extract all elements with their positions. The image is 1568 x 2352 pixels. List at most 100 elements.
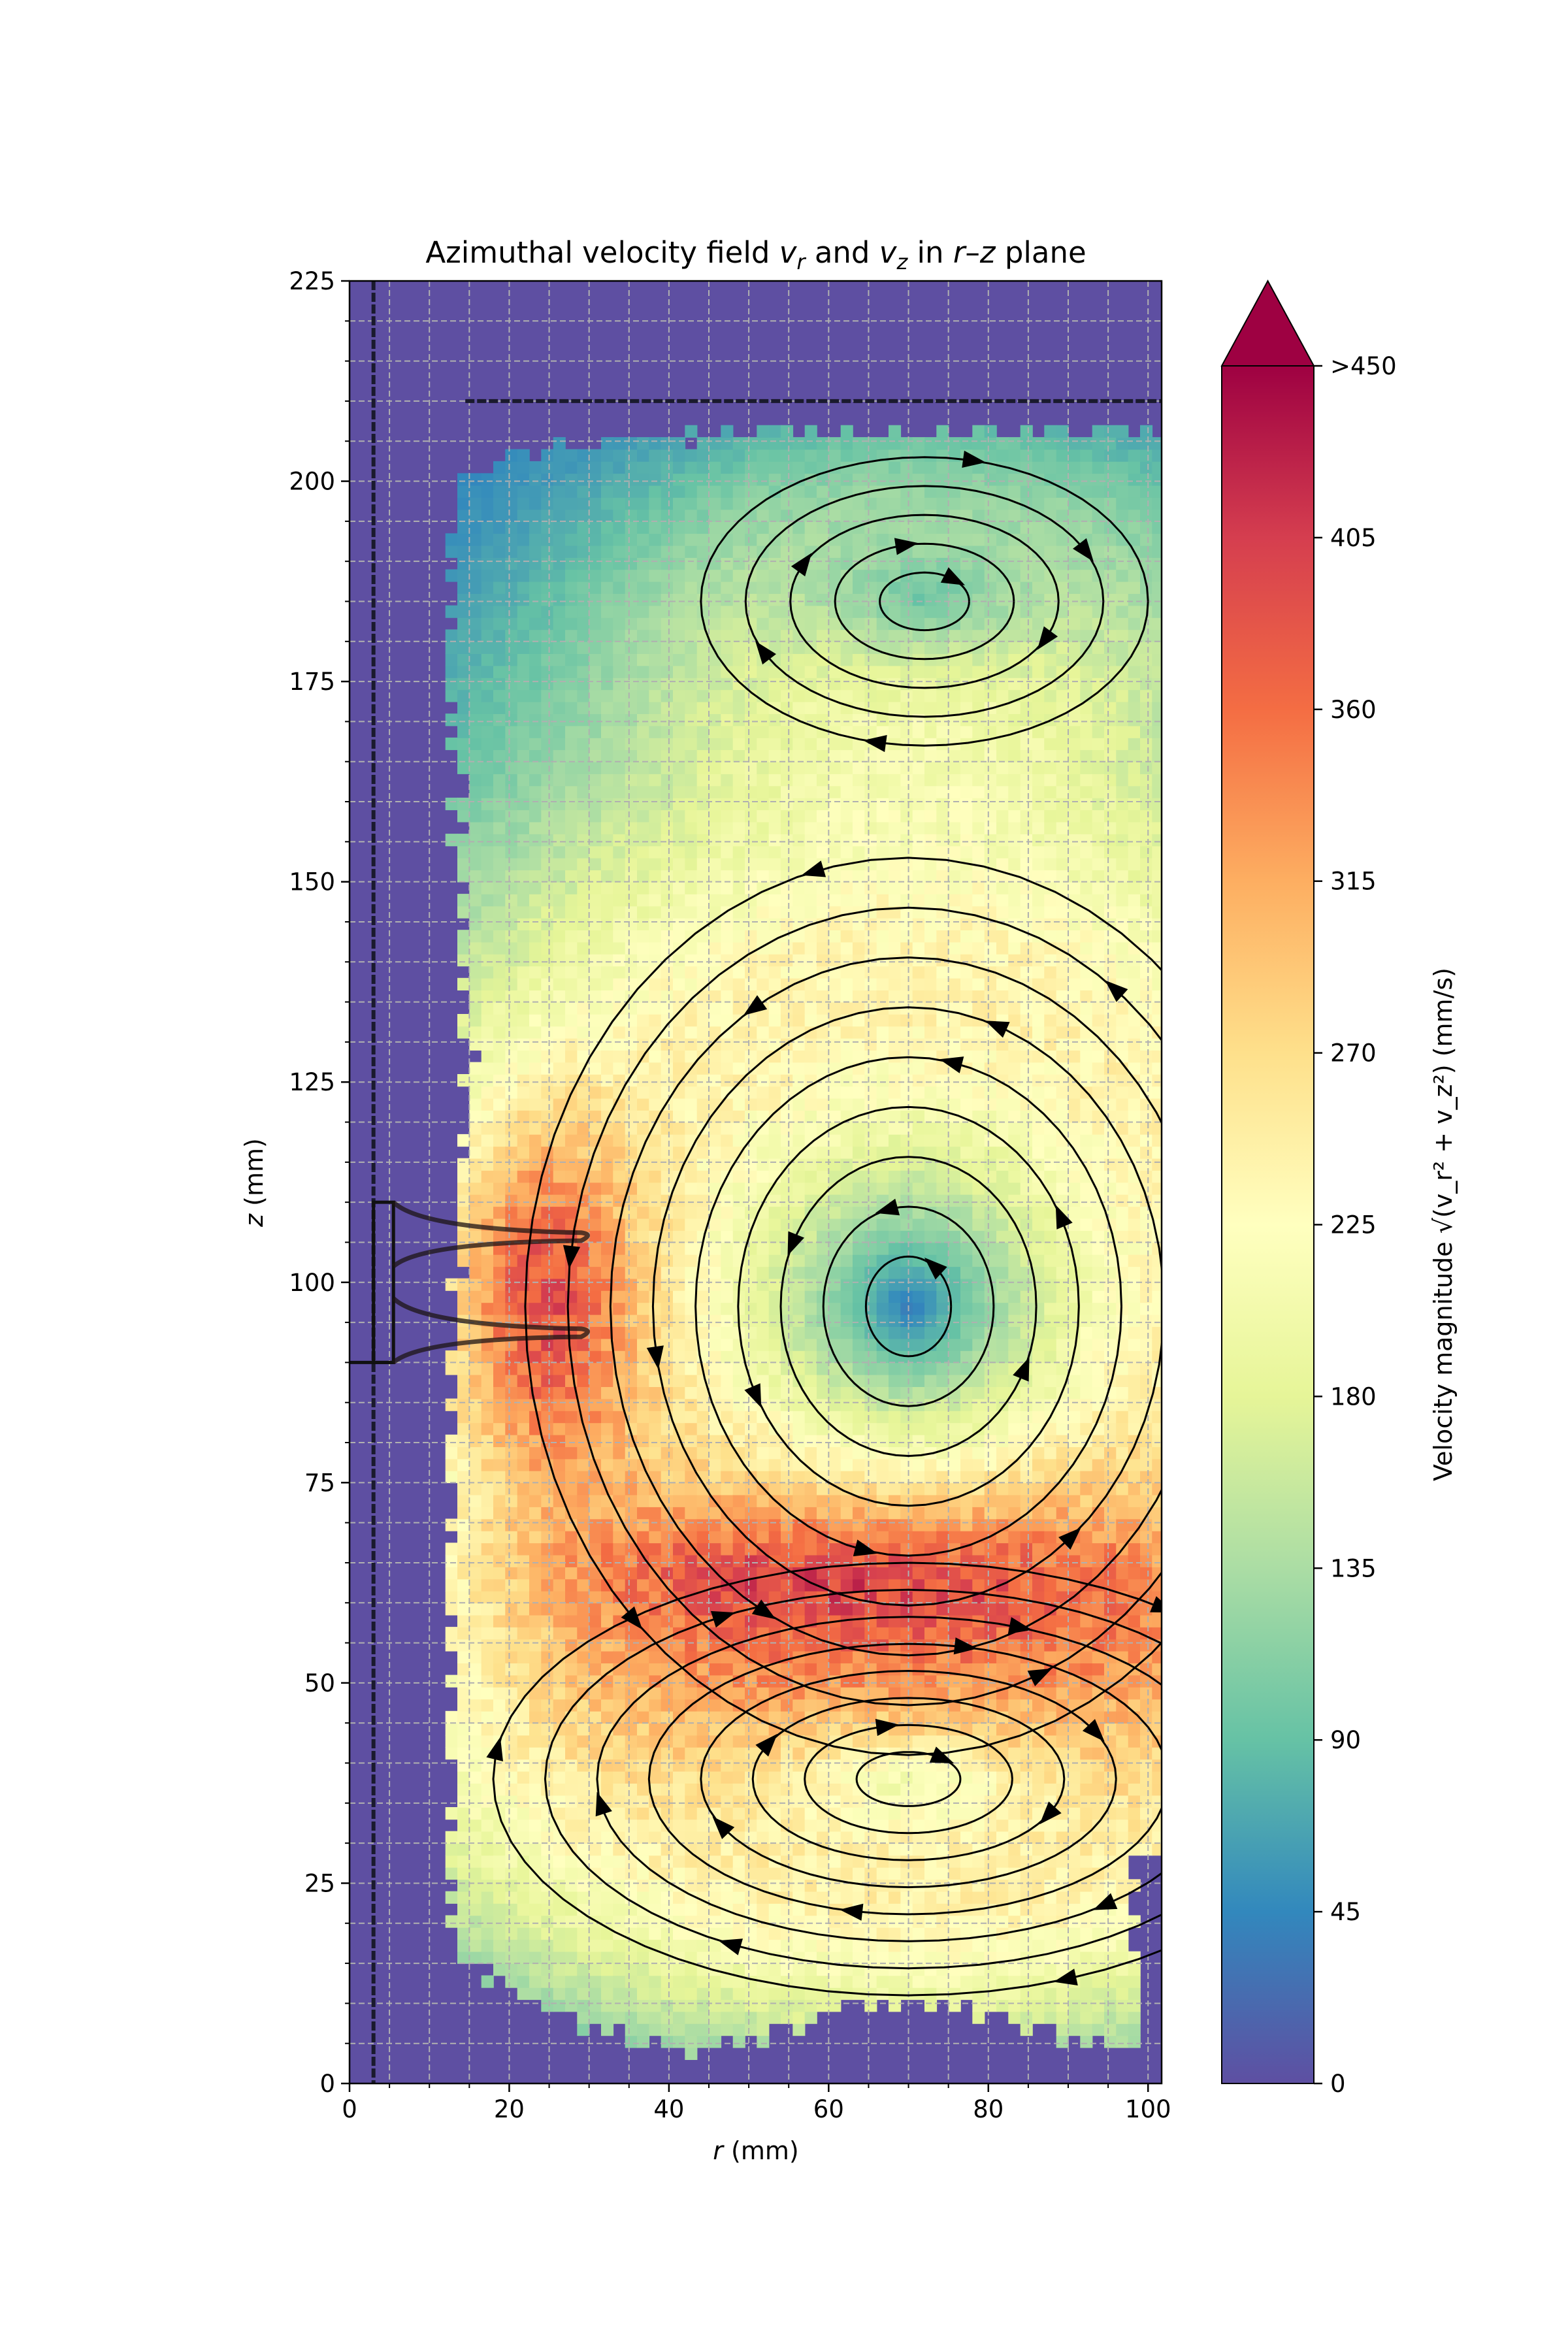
- heatmap-cell: [768, 1687, 781, 1700]
- heatmap-cell: [817, 990, 830, 1003]
- heatmap-cell: [517, 1037, 530, 1051]
- heatmap-cell: [745, 809, 758, 823]
- heatmap-cell: [469, 1759, 482, 1772]
- heatmap-cell: [481, 1206, 494, 1219]
- heatmap-cell: [493, 1026, 506, 1039]
- heatmap-cell: [721, 1879, 734, 1892]
- heatmap-cell: [601, 1783, 614, 1796]
- heatmap-cell: [481, 809, 494, 823]
- heatmap-cell: [757, 1170, 770, 1183]
- heatmap-cell: [792, 906, 806, 919]
- heatmap-cell: [553, 665, 566, 678]
- heatmap-cell: [457, 1554, 470, 1567]
- heatmap-cell: [469, 1674, 482, 1688]
- heatmap-cell: [565, 1590, 578, 1604]
- heatmap-cell: [445, 1891, 458, 1904]
- heatmap-cell: [613, 1494, 626, 1507]
- heatmap-cell: [481, 1422, 494, 1435]
- heatmap-cell: [481, 1891, 494, 1904]
- heatmap-cell: [661, 1134, 674, 1147]
- heatmap-cell: [577, 1590, 590, 1604]
- heatmap-cell: [601, 774, 614, 787]
- heatmap-cell: [817, 1086, 830, 1099]
- heatmap-cell: [804, 1158, 817, 1171]
- heatmap-cell: [817, 797, 830, 811]
- heatmap-cell: [876, 1975, 889, 1988]
- heatmap-cell: [577, 1362, 590, 1375]
- heatmap-cell: [853, 977, 866, 990]
- heatmap-cell: [840, 1554, 853, 1567]
- heatmap-cell: [685, 749, 698, 762]
- heatmap-cell: [828, 1795, 841, 1808]
- heatmap-cell: [853, 1482, 866, 1495]
- heatmap-cell: [589, 569, 602, 582]
- heatmap-cell: [900, 930, 913, 943]
- heatmap-cell: [864, 1687, 877, 1700]
- heatmap-cell: [745, 1807, 758, 1820]
- heatmap-cell: [721, 1278, 734, 1291]
- heatmap-cell: [853, 1014, 866, 1027]
- heatmap-cell: [696, 1735, 710, 1748]
- heatmap-cell: [541, 1783, 554, 1796]
- heatmap-cell: [685, 785, 698, 798]
- heatmap-cell: [781, 1543, 794, 1556]
- heatmap-cell: [649, 1987, 662, 2001]
- heatmap-cell: [685, 557, 698, 570]
- heatmap-cell: [757, 521, 770, 534]
- heatmap-cell: [481, 629, 494, 642]
- heatmap-cell: [457, 1170, 470, 1183]
- heatmap-cell: [685, 1603, 698, 1616]
- heatmap-cell: [828, 437, 841, 450]
- heatmap-cell: [577, 1350, 590, 1364]
- heatmap-cell: [541, 1771, 554, 1784]
- heatmap-cell: [685, 1639, 698, 1652]
- heatmap-cell: [876, 1086, 889, 1099]
- heatmap-cell: [649, 1710, 662, 1723]
- heatmap-cell: [709, 906, 722, 919]
- heatmap-cell: [745, 1951, 758, 1964]
- heatmap-cell: [589, 1182, 602, 1195]
- heatmap-cell: [553, 509, 566, 522]
- heatmap-cell: [589, 1362, 602, 1375]
- heatmap-cell: [625, 569, 638, 582]
- heatmap-cell: [565, 737, 578, 751]
- heatmap-cell: [493, 1759, 506, 1772]
- heatmap-cell: [649, 966, 662, 979]
- heatmap-cell: [505, 990, 518, 1003]
- heatmap-cell: [853, 1639, 866, 1652]
- heatmap-cell: [613, 569, 626, 582]
- heatmap-cell: [565, 1494, 578, 1507]
- heatmap-cell: [817, 1062, 830, 1075]
- heatmap-cell: [828, 485, 841, 498]
- heatmap-cell: [900, 990, 913, 1003]
- heatmap-cell: [445, 834, 458, 847]
- heatmap-cell: [804, 1915, 817, 1928]
- heatmap-cell: [685, 917, 698, 930]
- heatmap-cell: [745, 1170, 758, 1183]
- heatmap-cell: [625, 617, 638, 630]
- heatmap-cell: [804, 1975, 817, 1988]
- heatmap-cell: [840, 1507, 853, 1520]
- heatmap-cell: [529, 473, 542, 486]
- heatmap-cell: [840, 1326, 853, 1339]
- heatmap-cell: [721, 1554, 734, 1567]
- heatmap-cell: [589, 821, 602, 834]
- heatmap-cell: [853, 1627, 866, 1640]
- heatmap-cell: [661, 1518, 674, 1531]
- heatmap-cell: [864, 1458, 877, 1471]
- heatmap-cell: [589, 1939, 602, 1952]
- heatmap-cell: [649, 1771, 662, 1784]
- heatmap-cell: [649, 473, 662, 486]
- heatmap-cell: [589, 1037, 602, 1051]
- heatmap-cell: [457, 834, 470, 847]
- heatmap-cell: [828, 1386, 841, 1399]
- heatmap-cell: [577, 1314, 590, 1327]
- heatmap-cell: [696, 954, 710, 967]
- heatmap-cell: [601, 1446, 614, 1460]
- heatmap-cell: [553, 1687, 566, 1700]
- heatmap-cell: [577, 1026, 590, 1039]
- heatmap-cell: [757, 437, 770, 450]
- heatmap-cell: [817, 1915, 830, 1928]
- heatmap-cell: [817, 821, 830, 834]
- heatmap-cell: [840, 1470, 853, 1484]
